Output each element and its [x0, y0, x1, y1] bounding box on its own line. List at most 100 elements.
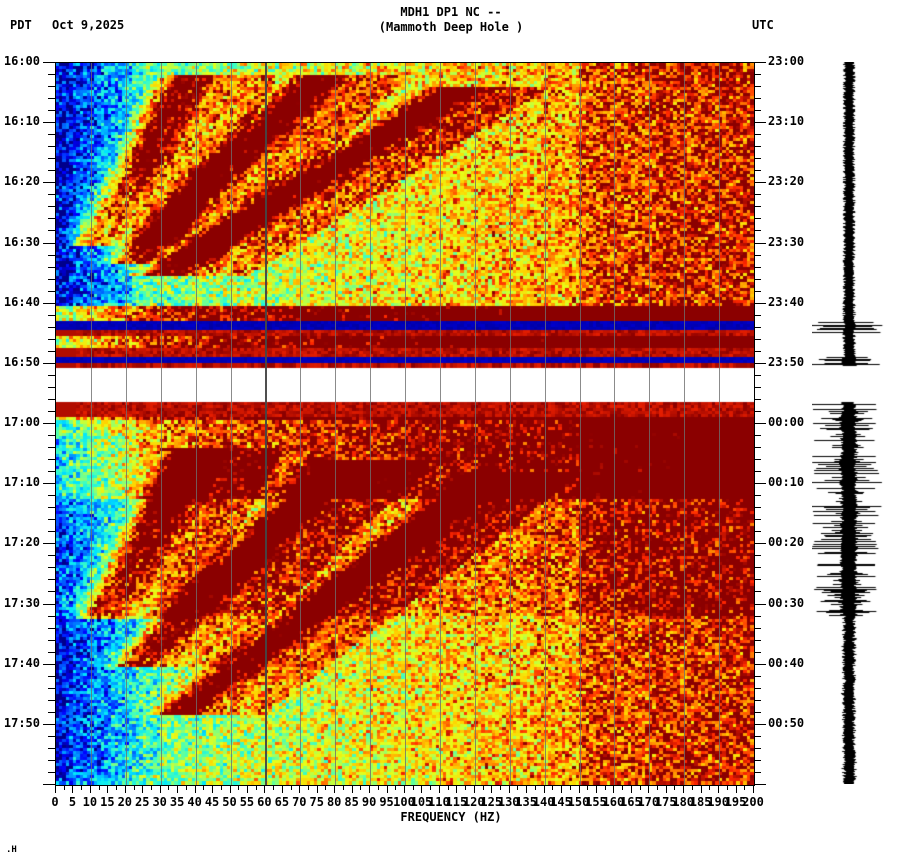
- y-tick-left: [48, 278, 55, 280]
- y-tick-left: [48, 447, 55, 449]
- y-tick-right: [754, 519, 761, 521]
- x-tick: [665, 785, 667, 793]
- x-tick: [499, 785, 501, 790]
- x-tick: [308, 785, 310, 790]
- x-label: 10: [82, 795, 98, 809]
- x-label: 40: [187, 795, 202, 809]
- y-tick-left: [43, 62, 55, 63]
- y-label-right: 23:30: [768, 234, 805, 249]
- y-label-right: 23:40: [768, 294, 805, 309]
- x-label: 185: [689, 795, 712, 809]
- x-tick: [552, 785, 554, 790]
- x-tick: [325, 785, 327, 790]
- x-tick: [526, 785, 528, 793]
- y-label-right: 23:50: [768, 354, 805, 369]
- x-label: 65: [274, 795, 290, 809]
- x-tick: [159, 785, 161, 793]
- y-tick-left: [48, 591, 55, 593]
- y-tick-right: [754, 663, 766, 665]
- y-tick-right: [754, 471, 761, 473]
- y-tick-right: [754, 86, 761, 88]
- x-tick: [220, 785, 222, 790]
- x-tick: [168, 785, 170, 790]
- y-tick-left: [48, 471, 55, 473]
- y-tick-left: [48, 531, 55, 533]
- y-tick-right: [754, 398, 761, 400]
- y-tick-right: [754, 771, 761, 773]
- y-tick-left: [48, 699, 55, 701]
- y-tick-right: [754, 302, 766, 304]
- x-label: 35: [169, 795, 185, 809]
- spectrogram-canvas: [56, 63, 754, 785]
- x-tick: [107, 785, 109, 793]
- y-tick-left: [48, 158, 55, 160]
- y-tick-left: [48, 266, 55, 268]
- x-label: 190: [707, 795, 729, 809]
- y-tick-left: [43, 784, 55, 785]
- y-tick-left: [43, 423, 55, 424]
- y-tick-left: [48, 398, 55, 400]
- y-tick-left: [43, 242, 55, 244]
- x-label: 80: [326, 795, 342, 809]
- x-label: 150: [567, 795, 590, 809]
- x-tick: [726, 785, 728, 790]
- y-tick-left: [48, 74, 55, 76]
- x-label: 25: [135, 795, 150, 809]
- x-tick: [718, 785, 720, 793]
- y-tick-left: [43, 362, 55, 364]
- x-tick: [604, 785, 606, 790]
- y-label-left: 17:10: [3, 475, 40, 490]
- y-tick-left: [48, 326, 55, 328]
- y-label-left: 17:50: [3, 715, 40, 730]
- x-tick: [744, 785, 746, 790]
- x-tick: [212, 785, 214, 793]
- x-tick: [447, 785, 449, 790]
- x-label: 200: [742, 795, 764, 809]
- x-tick: [421, 785, 423, 793]
- y-tick-left: [48, 759, 55, 761]
- y-tick-left: [43, 182, 55, 184]
- x-tick: [299, 785, 301, 793]
- y-tick-right: [754, 579, 761, 581]
- x-label: 115: [445, 795, 468, 809]
- y-tick-right: [754, 158, 761, 160]
- x-label: 140: [532, 795, 555, 809]
- y-label-left: 16:30: [3, 234, 40, 249]
- y-tick-right: [754, 182, 766, 184]
- y-tick-right: [754, 122, 766, 124]
- x-tick: [412, 785, 414, 790]
- y-label-right: 23:00: [768, 54, 805, 68]
- y-tick-right: [754, 555, 761, 557]
- y-tick-left: [48, 495, 55, 497]
- y-tick-left: [48, 519, 55, 521]
- y-tick-right: [754, 254, 761, 256]
- x-tick: [334, 785, 336, 793]
- x-label: 135: [515, 795, 537, 809]
- y-tick-left: [43, 302, 55, 304]
- y-tick-right: [754, 242, 766, 244]
- x-label: 30: [152, 795, 167, 809]
- right-timezone-label: UTC: [752, 18, 774, 32]
- x-label: 105: [410, 795, 433, 809]
- x-tick: [264, 785, 266, 793]
- x-tick: [360, 785, 362, 790]
- y-tick-left: [48, 410, 55, 412]
- x-label: 15: [100, 795, 115, 809]
- y-tick-right: [754, 699, 761, 701]
- y-tick-left: [48, 98, 55, 100]
- x-tick: [342, 785, 344, 790]
- x-label: 55: [239, 795, 255, 809]
- x-label: 70: [292, 795, 307, 809]
- y-tick-right: [754, 459, 761, 461]
- y-label-left: 16:20: [3, 174, 40, 189]
- x-tick: [377, 785, 379, 790]
- y-label-right: 00:30: [768, 595, 805, 610]
- y-label-left: 16:40: [3, 294, 40, 309]
- waveform-canvas: [812, 62, 902, 784]
- x-tick: [98, 785, 100, 790]
- y-tick-right: [754, 615, 761, 617]
- x-tick: [534, 785, 536, 790]
- y-tick-left: [48, 218, 55, 220]
- x-tick: [316, 785, 318, 793]
- x-label: 95: [379, 795, 394, 809]
